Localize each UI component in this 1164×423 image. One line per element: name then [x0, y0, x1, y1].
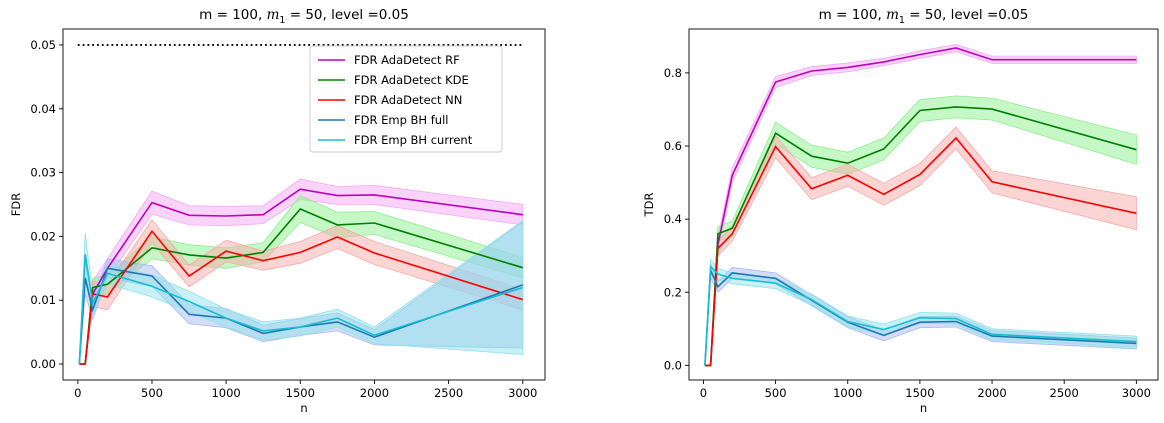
x-tick-label: 500: [765, 386, 787, 400]
y-tick-label: 0.01: [30, 293, 56, 307]
y-tick-label: 0.05: [30, 38, 56, 52]
y-tick-label: 0.2: [664, 285, 682, 299]
x-tick-label: 500: [141, 386, 163, 400]
x-tick-label: 0: [74, 386, 81, 400]
x-tick-label: 2500: [1050, 386, 1079, 400]
x-tick-label: 0: [700, 386, 707, 400]
x-tick-label: 3000: [508, 386, 537, 400]
x-tick-label: 1500: [905, 386, 934, 400]
x-tick-label: 2000: [977, 386, 1006, 400]
y-tick-label: 0.0: [664, 358, 682, 372]
x-tick-label: 1000: [211, 386, 240, 400]
x-tick-label: 3000: [1122, 386, 1151, 400]
legend-box: [309, 45, 503, 153]
x-axis-label: n: [920, 401, 927, 415]
legend: FDR AdaDetect RF FDR AdaDetect KDE FDR Ada…: [309, 45, 503, 153]
series-line-4: [78, 254, 524, 365]
series-line-2: [704, 136, 1137, 367]
y-tick-label: 0.4: [664, 212, 682, 226]
legend-entry-label: FDR Emp BH full: [354, 113, 448, 127]
y-tick-label: 0.02: [30, 229, 56, 243]
legend-entry-label: FDR AdaDetect RF: [354, 53, 460, 67]
tdr-chart-panel: m = 100, m1 = 50, level =0.05 0 500 1000 150…: [642, 7, 1159, 415]
legend-entry-label: FDR Emp BH current: [354, 133, 473, 147]
chart-title: m = 100, m1 = 50, level =0.05: [199, 7, 409, 26]
x-tick-label: 1000: [833, 386, 862, 400]
y-tick-label: 0.04: [30, 102, 56, 116]
y-tick-label: 0.8: [664, 66, 682, 80]
series-line-3: [78, 267, 524, 365]
y-axis-label: FDR: [9, 193, 23, 216]
x-tick-label: 2000: [360, 386, 389, 400]
axes-frame: [62, 28, 546, 381]
y-tick-label: 0.03: [30, 166, 56, 180]
y-tick-label: 0.6: [664, 139, 682, 153]
x-axis-label: n: [300, 401, 307, 415]
chart-title: m = 100, m1 = 50, level =0.05: [819, 7, 1029, 26]
x-tick-label: 2500: [434, 386, 463, 400]
legend-entry-label: FDR AdaDetect KDE: [354, 73, 469, 87]
y-axis-label: TDR: [642, 193, 656, 218]
fdr-chart-panel: m = 100, m1 = 50, level =0.05 0 500 1000 150…: [9, 7, 546, 415]
y-tick-label: 0.00: [30, 357, 56, 371]
axes-frame: [688, 28, 1159, 381]
confidence-band-series-2: [704, 126, 1137, 366]
x-tick-label: 1500: [286, 386, 315, 400]
legend-entry-label: FDR AdaDetect NN: [354, 93, 462, 107]
series-line-4: [704, 264, 1137, 366]
